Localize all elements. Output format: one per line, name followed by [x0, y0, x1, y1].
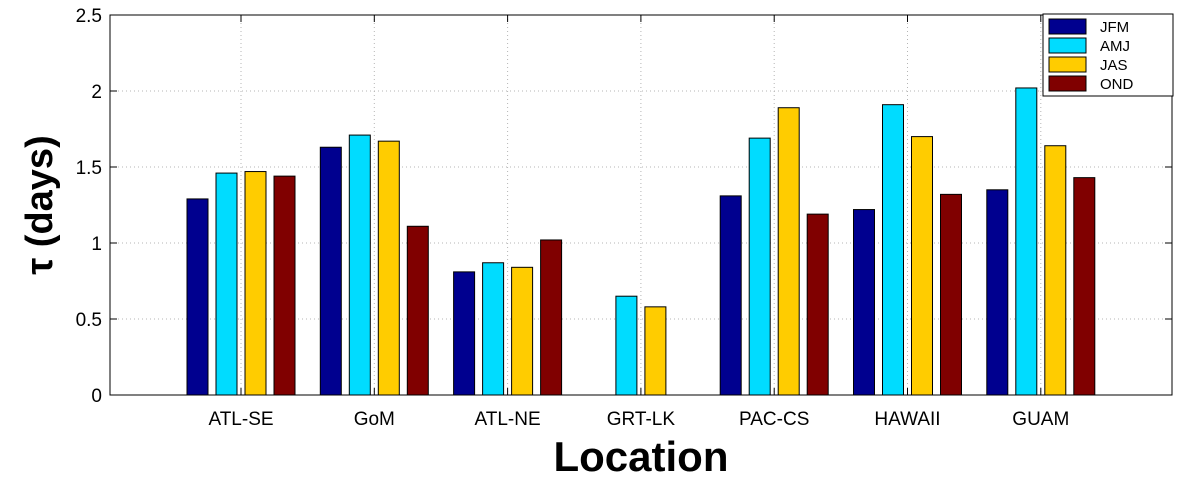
x-tick-label: PAC-CS: [739, 409, 809, 430]
legend-label: AMJ: [1100, 38, 1130, 55]
x-tick-label: ATL-NE: [475, 409, 541, 430]
y-tick-label: 1.5: [76, 158, 102, 179]
bar: [453, 271, 476, 396]
legend: JFM AMJ JAS OND: [1042, 13, 1174, 97]
bar: [1044, 145, 1067, 396]
bar: [215, 172, 238, 396]
legend-label: JAS: [1100, 57, 1128, 74]
bar: [853, 209, 875, 396]
y-tick-labels: 0 0.5 1 1.5 2 2.5: [76, 6, 102, 407]
legend-label: JFM: [1100, 19, 1129, 36]
x-tick-labels: ATL-SE GoM ATL-NE GRT-LK PAC-CS HAWAII GUAM: [208, 409, 1069, 430]
x-tick-label: ATL-SE: [208, 409, 273, 430]
bar: [777, 107, 800, 396]
bar: [748, 137, 771, 396]
x-tick-label: GRT-LK: [607, 409, 676, 430]
bar: [406, 225, 429, 396]
y-tick-label: 2.5: [76, 6, 102, 27]
legend-swatch: [1048, 37, 1087, 54]
bar: [540, 239, 563, 396]
legend-label: OND: [1100, 76, 1134, 93]
bar: [273, 175, 296, 396]
y-tick-label: 1: [91, 234, 102, 255]
bar: [882, 104, 904, 396]
x-tick-label: GUAM: [1012, 409, 1069, 430]
bar: [348, 134, 371, 396]
bar: [482, 262, 505, 396]
x-axis-label: Location: [554, 433, 729, 477]
bar: [940, 193, 962, 396]
bars: [186, 87, 1096, 396]
bar: [615, 295, 638, 396]
bar: [377, 140, 400, 396]
bar: [911, 136, 933, 396]
y-tick-label: 0.5: [76, 310, 102, 331]
legend-swatch: [1048, 75, 1087, 92]
bar: [719, 195, 742, 396]
x-tick-label: GoM: [354, 409, 395, 430]
bar: [986, 189, 1009, 396]
x-tick-label: HAWAII: [874, 409, 940, 430]
legend-swatch: [1048, 56, 1087, 73]
bar: [1015, 87, 1038, 396]
legend-swatch: [1048, 18, 1087, 35]
bar: [186, 198, 209, 396]
y-tick-label: 2: [91, 82, 102, 103]
bar: [1073, 177, 1096, 396]
bar: [244, 171, 267, 396]
grid-lines: [110, 15, 1172, 395]
bar: [806, 213, 829, 396]
y-tick-label: 0: [91, 386, 102, 407]
bar: [511, 266, 534, 396]
bar: [644, 306, 667, 396]
bar: [319, 146, 342, 396]
y-axis-label: τ (days): [19, 135, 61, 274]
